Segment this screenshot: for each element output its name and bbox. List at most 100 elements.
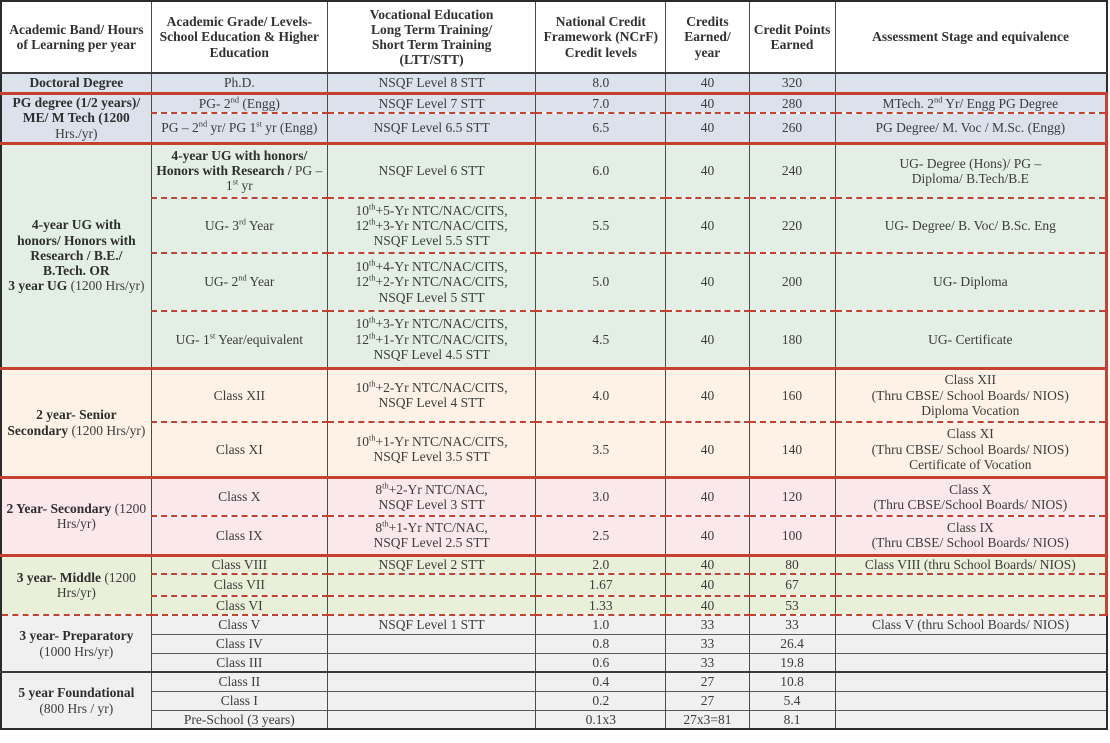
table-row: Doctoral Degree Ph.D. NSQF Level 8 STT 8… — [0, 72, 1108, 93]
band-cell-middle: 3 year- Middle (1200 Hrs/yr) — [0, 553, 152, 615]
cell-ncrf-level: 0.2 — [535, 690, 667, 710]
cell-ncrf-level: 1.0 — [535, 614, 667, 634]
cell-grade: Pre-School (3 years) — [150, 709, 328, 729]
table-row: 4-year UG with honors/ Honors with Resea… — [0, 141, 1109, 368]
col-header-ncrf-credit-levels: National Credit Framework (NCrF) Credit … — [535, 0, 667, 74]
cell-grade: UG- 1st Year/equivalent — [150, 310, 328, 368]
cell-ncrf-level: 0.6 — [535, 652, 667, 672]
cell-grade: UG- 2nd Year — [150, 252, 328, 311]
cell-vocational: 10th+1-Yr NTC/NAC/CITS, NSQF Level 3.5 S… — [326, 421, 537, 477]
cell-grade: Class I — [150, 690, 328, 710]
cell-points: 140 — [748, 421, 836, 477]
cell-ncrf-level: 2.0 — [535, 553, 667, 574]
cell-assessment: Class IX (Thru CBSE/ School Boards/ NIOS… — [834, 515, 1109, 555]
cell-vocational: 8th+2-Yr NTC/NAC, NSQF Level 3 STT — [326, 475, 537, 516]
cell-points: 33 — [748, 614, 836, 634]
cell-assessment — [834, 690, 1108, 710]
band-cell-secondary: 2 Year- Secondary (1200 Hrs/yr) — [0, 475, 152, 555]
cell-vocational: NSQF Level 2 STT — [326, 553, 537, 574]
band-cell-ug: 4-year UG with honors/ Honors with Resea… — [0, 141, 152, 368]
cell-assessment — [834, 652, 1108, 672]
cell-ncrf-level: 7.0 — [535, 91, 667, 113]
cell-ncrf-level: 1.33 — [535, 595, 667, 615]
col-header-vocational-education: Vocational Education Long Term Training/… — [326, 0, 537, 74]
cell-grade: Class IX — [150, 515, 328, 555]
cell-assessment: Class XI (Thru CBSE/ School Boards/ NIOS… — [834, 421, 1109, 477]
cell-ncrf-level: 0.8 — [535, 633, 667, 653]
table-row: UG- 1st Year/equivalent 10th+3-Yr NTC/NA… — [1, 310, 1109, 368]
cell-assessment: Class VIII (thru School Boards/ NIOS) — [834, 553, 1109, 574]
table-row: 2 Year- Secondary (1200 Hrs/yr) Class X … — [0, 475, 1109, 555]
cell-grade: Class XI — [150, 421, 328, 477]
cell-ncrf-level: 5.5 — [535, 197, 667, 253]
col-header-credits-earned: Credits Earned/ year — [665, 0, 750, 74]
cell-points: 100 — [748, 515, 836, 555]
cell-assessment — [834, 72, 1108, 93]
cell-assessment — [834, 671, 1108, 691]
cell-assessment — [834, 633, 1108, 653]
cell-vocational — [326, 573, 537, 596]
cell-points: 8.1 — [748, 709, 836, 729]
cell-assessment: MTech. 2nd Yr/ Engg PG Degree — [834, 91, 1109, 113]
cell-credits: 40 — [665, 91, 750, 113]
table-row: Pre-School (3 years) 0.1x3 27x3=81 8.1 — [1, 709, 1108, 729]
cell-ncrf-level: 2.5 — [535, 515, 667, 555]
cell-ncrf-level: 5.0 — [535, 252, 667, 311]
cell-credits: 27x3=81 — [665, 709, 750, 729]
band-cell-doctoral: Doctoral Degree — [0, 72, 152, 93]
cell-vocational: NSQF Level 6.5 STT — [326, 112, 537, 143]
cell-credits: 40 — [665, 595, 750, 615]
band-cell-pg-degree: PG degree (1/2 years)/ ME/ M Tech (1200 … — [0, 91, 152, 143]
cell-points: 26.4 — [748, 633, 836, 653]
table-row: Class XI 10th+1-Yr NTC/NAC/CITS, NSQF Le… — [1, 421, 1109, 477]
cell-assessment: UG- Certificate — [834, 310, 1109, 368]
cell-ncrf-level: 6.0 — [535, 141, 667, 198]
cell-points: 10.8 — [748, 671, 836, 691]
cell-assessment — [834, 595, 1109, 615]
table-row: Class IV 0.8 33 26.4 — [1, 633, 1108, 653]
cell-points: 160 — [748, 366, 836, 422]
cell-assessment: UG- Degree (Hons)/ PG – Diploma/ B.Tech/… — [834, 141, 1109, 198]
cell-credits: 40 — [665, 515, 750, 555]
band-cell-preparatory: 3 year- Preparatory (1000 Hrs/yr) — [0, 614, 152, 672]
cell-credits: 40 — [665, 475, 750, 516]
cell-grade: Class VII — [150, 573, 328, 596]
cell-grade: Class XII — [150, 366, 328, 422]
cell-points: 260 — [748, 112, 836, 143]
cell-ncrf-level: 8.0 — [535, 72, 667, 93]
cell-vocational: NSQF Level 1 STT — [326, 614, 537, 634]
cell-credits: 27 — [665, 671, 750, 691]
cell-vocational — [326, 633, 537, 653]
table-row: 3 year- Middle (1200 Hrs/yr) Class VIII … — [0, 553, 1109, 615]
table-row: Class IX 8th+1-Yr NTC/NAC, NSQF Level 2.… — [1, 515, 1109, 555]
table-row: 3 year- Preparatory (1000 Hrs/yr) Class … — [0, 614, 1108, 672]
cell-credits: 40 — [665, 141, 750, 198]
cell-vocational: 10th+2-Yr NTC/NAC/CITS, NSQF Level 4 STT — [326, 366, 537, 422]
cell-vocational: 10th+4-Yr NTC/NAC/CITS, 12th+2-Yr NTC/NA… — [326, 252, 537, 311]
cell-points: 53 — [748, 595, 836, 615]
cell-grade: Ph.D. — [150, 72, 328, 93]
cell-credits: 33 — [665, 652, 750, 672]
cell-vocational — [326, 595, 537, 615]
cell-vocational: 10th+5-Yr NTC/NAC/CITS, 12th+3-Yr NTC/NA… — [326, 197, 537, 253]
cell-vocational: NSQF Level 7 STT — [326, 91, 537, 113]
cell-grade: Class VI — [150, 595, 328, 615]
col-header-assessment-stage: Assessment Stage and equivalence — [834, 0, 1108, 74]
cell-points: 240 — [748, 141, 836, 198]
cell-vocational: 10th+3-Yr NTC/NAC/CITS, 12th+1-Yr NTC/NA… — [326, 310, 537, 368]
cell-ncrf-level: 4.5 — [535, 310, 667, 368]
table-row: Class I 0.2 27 5.4 — [1, 690, 1108, 710]
table-row: PG – 2nd yr/ PG 1st yr (Engg) NSQF Level… — [1, 112, 1109, 143]
cell-ncrf-level: 0.4 — [535, 671, 667, 691]
cell-vocational: NSQF Level 6 STT — [326, 141, 537, 198]
cell-grade: PG – 2nd yr/ PG 1st yr (Engg) — [150, 112, 328, 143]
cell-grade: PG- 2nd (Engg) — [150, 91, 328, 113]
cell-grade: UG- 3rd Year — [150, 197, 328, 253]
cell-ncrf-level: 1.67 — [535, 573, 667, 596]
cell-grade: Class IV — [150, 633, 328, 653]
cell-assessment: Class X (Thru CBSE/School Boards/ NIOS) — [834, 475, 1109, 516]
cell-credits: 40 — [665, 553, 750, 574]
cell-points: 180 — [748, 310, 836, 368]
band-cell-foundational: 5 year Foundational (800 Hrs / yr) — [0, 671, 152, 729]
